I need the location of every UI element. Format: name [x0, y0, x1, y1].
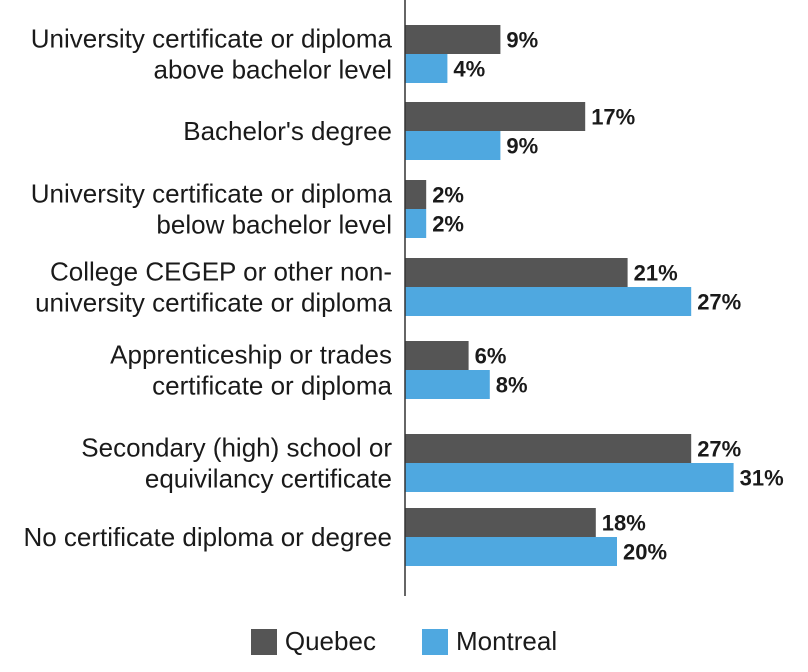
category-label-0: above bachelor level [154, 55, 393, 85]
legend-swatch-quebec [250, 628, 277, 655]
legend-label-quebec: Quebec [284, 626, 376, 656]
value-label-quebec-1: 17% [591, 105, 635, 130]
legend-swatch-montreal [421, 628, 448, 655]
category-label-4: certificate or diploma [152, 371, 392, 401]
value-label-montreal-5: 31% [740, 466, 784, 491]
legend-label-montreal: Montreal [455, 626, 558, 656]
category-label-5: Secondary (high) school or [81, 433, 392, 463]
value-label-montreal-0: 4% [453, 57, 485, 82]
bars-group [405, 25, 734, 566]
category-label-6: No certificate diploma or degree [23, 522, 392, 552]
value-label-quebec-2: 2% [432, 183, 464, 208]
category-label-2: University certificate or diploma [31, 179, 393, 209]
category-label-5: equivilancy certificate [145, 464, 392, 494]
value-label-montreal-6: 20% [623, 540, 667, 565]
value-label-quebec-6: 18% [602, 511, 646, 536]
bar-montreal-3 [405, 287, 692, 316]
bar-quebec-1 [405, 102, 586, 131]
bar-quebec-2 [405, 180, 427, 209]
bar-quebec-4 [405, 341, 469, 370]
value-label-quebec-4: 6% [475, 344, 507, 369]
bar-montreal-6 [405, 537, 617, 566]
bar-montreal-0 [405, 54, 448, 83]
bar-montreal-1 [405, 131, 501, 160]
bar-montreal-5 [405, 463, 734, 492]
value-label-montreal-3: 27% [697, 290, 741, 315]
value-label-quebec-0: 9% [506, 28, 538, 53]
category-label-3: university certificate or diploma [35, 288, 392, 318]
category-label-2: below bachelor level [156, 210, 392, 240]
value-label-montreal-4: 8% [496, 373, 528, 398]
category-label-3: College CEGEP or other non- [50, 257, 392, 287]
value-label-montreal-2: 2% [432, 212, 464, 237]
category-label-0: University certificate or diploma [31, 24, 393, 54]
value-labels: 9% 4% 17% 9% 2% 2% 21% 27% 6% 8% 27% 31% 18% 20% [432, 28, 783, 565]
value-label-quebec-3: 21% [634, 261, 678, 286]
bar-quebec-5 [405, 434, 692, 463]
value-label-quebec-5: 27% [697, 437, 741, 462]
category-label-4: Apprenticeship or trades [110, 340, 392, 370]
bar-quebec-0 [405, 25, 501, 54]
bar-quebec-6 [405, 508, 596, 537]
legend: Quebec Montreal [0, 626, 808, 657]
value-label-montreal-1: 9% [506, 134, 538, 159]
legend-item-montreal: Montreal [421, 626, 558, 657]
legend-item-quebec: Quebec [250, 626, 376, 657]
bar-montreal-4 [405, 370, 490, 399]
bar-montreal-2 [405, 209, 427, 238]
bar-quebec-3 [405, 258, 628, 287]
category-label-1: Bachelor's degree [183, 116, 392, 146]
